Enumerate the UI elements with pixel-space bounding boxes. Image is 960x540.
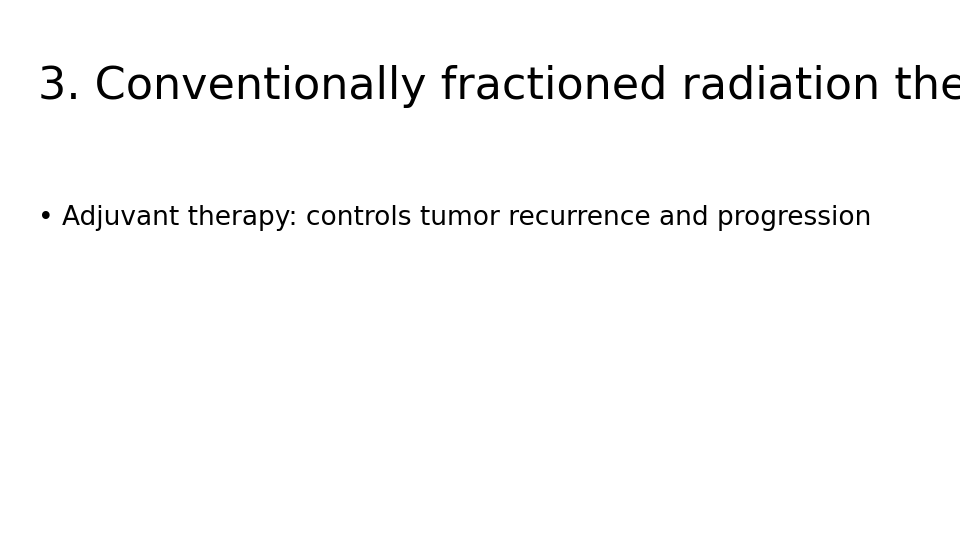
Text: 3. Conventionally fractioned radiation therapy: 3. Conventionally fractioned radiation t… [38, 65, 960, 108]
Text: • Adjuvant therapy: controls tumor recurrence and progression: • Adjuvant therapy: controls tumor recur… [38, 205, 872, 231]
